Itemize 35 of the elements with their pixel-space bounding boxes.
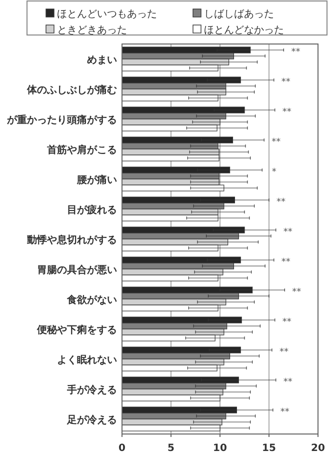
- annotation: *: [272, 168, 277, 178]
- annotation: **: [282, 108, 292, 118]
- annotation: **: [281, 78, 291, 88]
- x-tick-label: 5: [168, 443, 175, 454]
- legend-label: ほとんどなかった: [204, 25, 284, 36]
- annotation: **: [291, 48, 301, 58]
- y-tick-label: 手が冷える: [66, 384, 117, 396]
- annotation: **: [272, 138, 282, 148]
- y-tick-label: 動悸や息切れがする: [26, 234, 117, 246]
- annotation: **: [280, 408, 290, 418]
- y-tick-label: 足が冷える: [66, 414, 117, 426]
- annotation: **: [276, 198, 286, 208]
- legend-label: ときどきあった: [57, 25, 127, 36]
- y-tick-label: よく眠れない: [57, 354, 117, 366]
- y-tick-label: 目が疲れる: [67, 204, 117, 216]
- annotation: **: [283, 378, 293, 388]
- annotation: **: [283, 228, 293, 238]
- y-tick-label: めまい: [87, 55, 117, 66]
- annotation: **: [281, 258, 291, 268]
- annotation: **: [282, 318, 292, 328]
- annotation: **: [292, 288, 302, 298]
- x-tick-label: 0: [118, 443, 126, 454]
- legend-label: しばしばあった: [204, 9, 274, 20]
- x-tick-label: 20: [311, 443, 325, 454]
- y-tick-label: 体のふしぶしが痛む: [26, 84, 117, 96]
- annotation: **: [279, 348, 289, 358]
- y-tick-label: 腰が痛い: [76, 174, 117, 186]
- y-tick-label: が重かったり頭痛がする: [6, 114, 117, 126]
- y-tick-label: 胃腸の具合が悪い: [37, 264, 117, 276]
- x-tick-label: 15: [262, 443, 276, 454]
- y-tick-label: 首筋や肩がこる: [46, 144, 117, 156]
- x-tick-label: 10: [213, 443, 227, 454]
- legend-label: ほとんどいつもあった: [57, 9, 157, 20]
- y-tick-label: 食欲がない: [66, 294, 117, 306]
- y-tick-label: 便秘や下痢をする: [36, 324, 117, 336]
